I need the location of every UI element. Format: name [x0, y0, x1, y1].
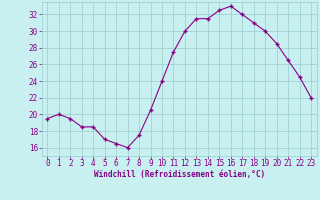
- X-axis label: Windchill (Refroidissement éolien,°C): Windchill (Refroidissement éolien,°C): [94, 170, 265, 179]
